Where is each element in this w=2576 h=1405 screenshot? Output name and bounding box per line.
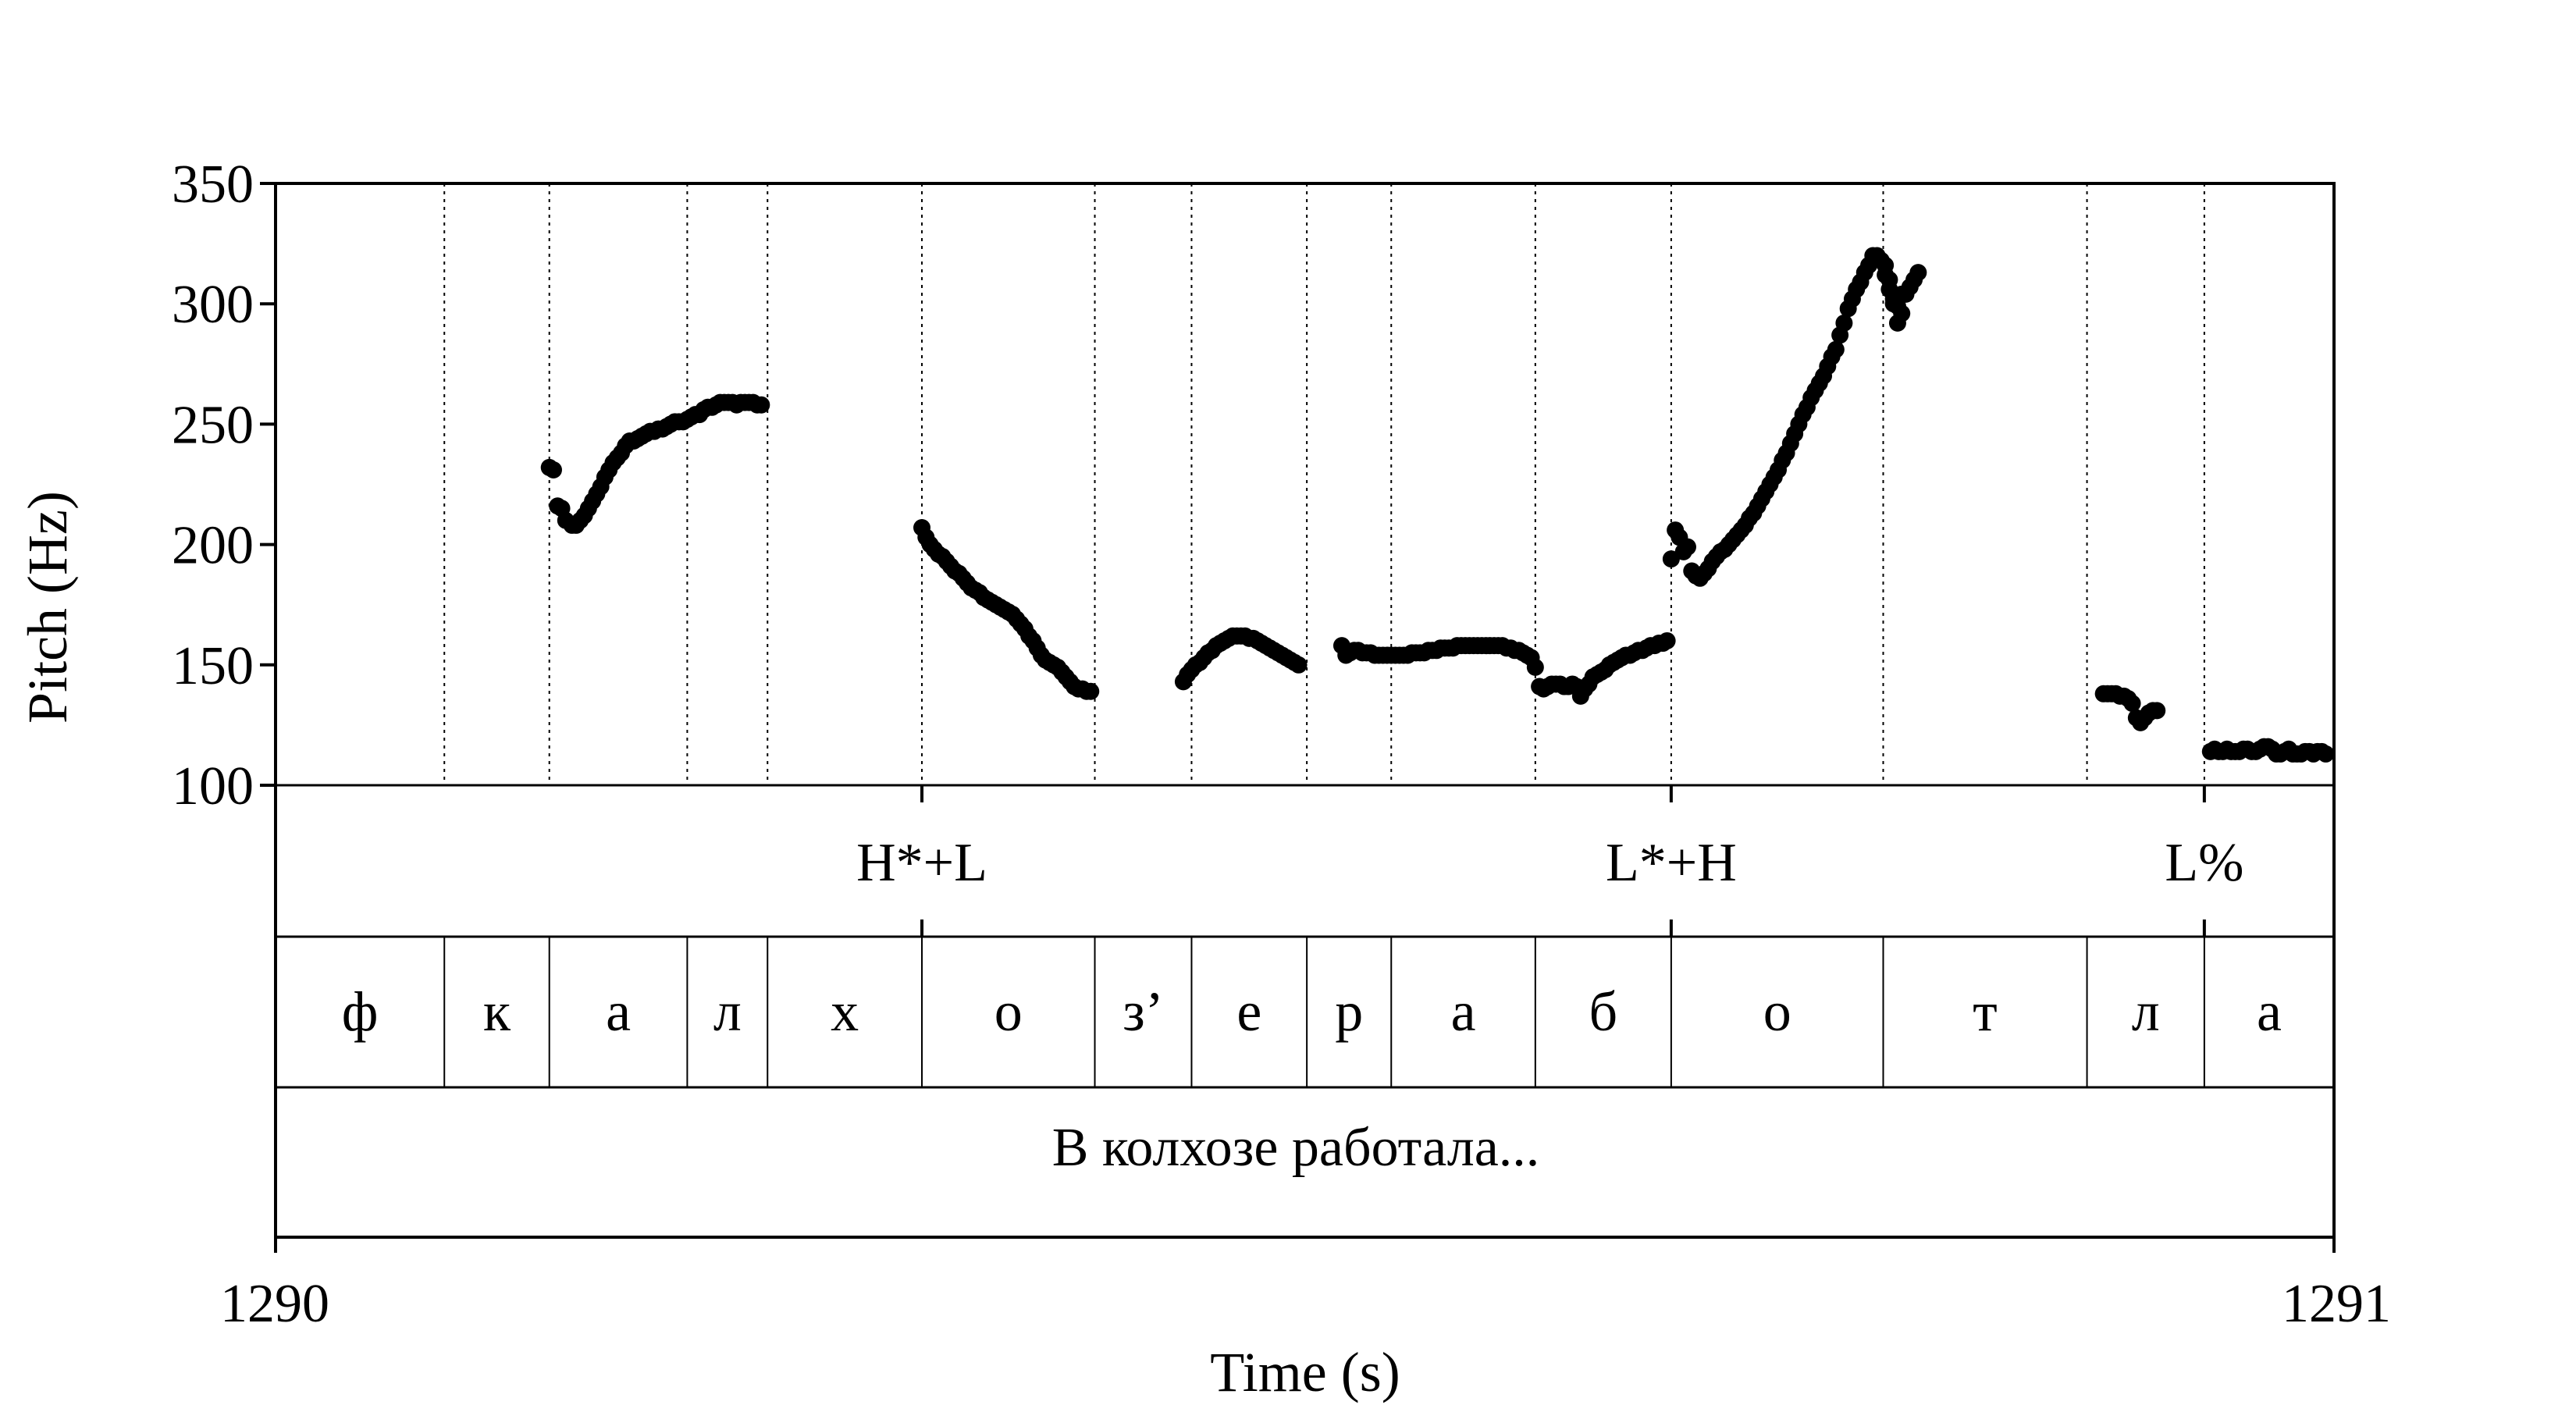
tone-label: L*+H	[1606, 833, 1737, 893]
segment-label: л	[2132, 980, 2160, 1043]
segment-label: т	[1973, 980, 1997, 1043]
segment-label: р	[1335, 980, 1363, 1043]
pitch-point	[2148, 702, 2166, 720]
y-tick-label: 350	[172, 155, 254, 215]
x-tick-end: 1291	[2282, 1274, 2391, 1334]
y-tick-label: 300	[172, 275, 254, 335]
segment-label: о	[994, 980, 1023, 1043]
pitch-point	[1880, 280, 1898, 298]
pitch-points	[540, 247, 2335, 763]
pitch-point	[1658, 631, 1676, 649]
phrase-label: В колхозе работала...	[1052, 1118, 1540, 1178]
segment-label: ф	[342, 980, 379, 1043]
y-tick-label: 200	[172, 516, 254, 576]
pitch-point	[1526, 658, 1544, 676]
tone-label: L%	[2165, 833, 2243, 893]
x-tick-start: 1290	[220, 1274, 329, 1334]
segment-label: е	[1236, 980, 1261, 1043]
y-axis-ticks: 350 300 250 200 150 100	[172, 155, 276, 816]
pitch-point	[753, 396, 770, 414]
segment-label: а	[1451, 980, 1476, 1043]
pitch-point	[2317, 745, 2335, 763]
pitch-point	[544, 461, 562, 478]
pitch-point	[1082, 682, 1100, 700]
y-tick-label: 100	[172, 756, 254, 816]
pitch-point	[1877, 266, 1895, 284]
segment-label: х	[831, 980, 859, 1043]
segment-boundaries	[443, 183, 2205, 1087]
pitch-point	[1827, 340, 1845, 358]
segment-label: о	[1763, 980, 1791, 1043]
pitch-point	[1290, 656, 1308, 674]
tone-label: H*+L	[856, 833, 987, 893]
y-tick-label: 150	[172, 636, 254, 696]
segment-tier: ф к а л х о з’ е р а б о т л а	[342, 980, 2282, 1043]
pitch-point	[1835, 314, 1853, 332]
tone-tier: H*+L L*+H L%	[856, 785, 2243, 937]
pitch-point	[1678, 538, 1696, 556]
pitch-point	[2123, 695, 2141, 713]
segment-label: л	[713, 980, 742, 1043]
pitch-point	[1893, 304, 1911, 322]
segment-label: б	[1589, 980, 1618, 1043]
segment-label: к	[483, 980, 511, 1043]
plot-border	[274, 182, 2336, 1239]
chart-frame	[274, 182, 2336, 1253]
segment-label: а	[2257, 980, 2282, 1043]
segment-label: з’	[1123, 980, 1163, 1043]
x-axis-title: Time (s)	[1210, 1341, 1400, 1403]
pitch-point	[1909, 264, 1927, 282]
y-axis-title: Pitch (Hz)	[16, 491, 79, 724]
segment-label: а	[606, 980, 631, 1043]
y-tick-label: 250	[172, 395, 254, 455]
